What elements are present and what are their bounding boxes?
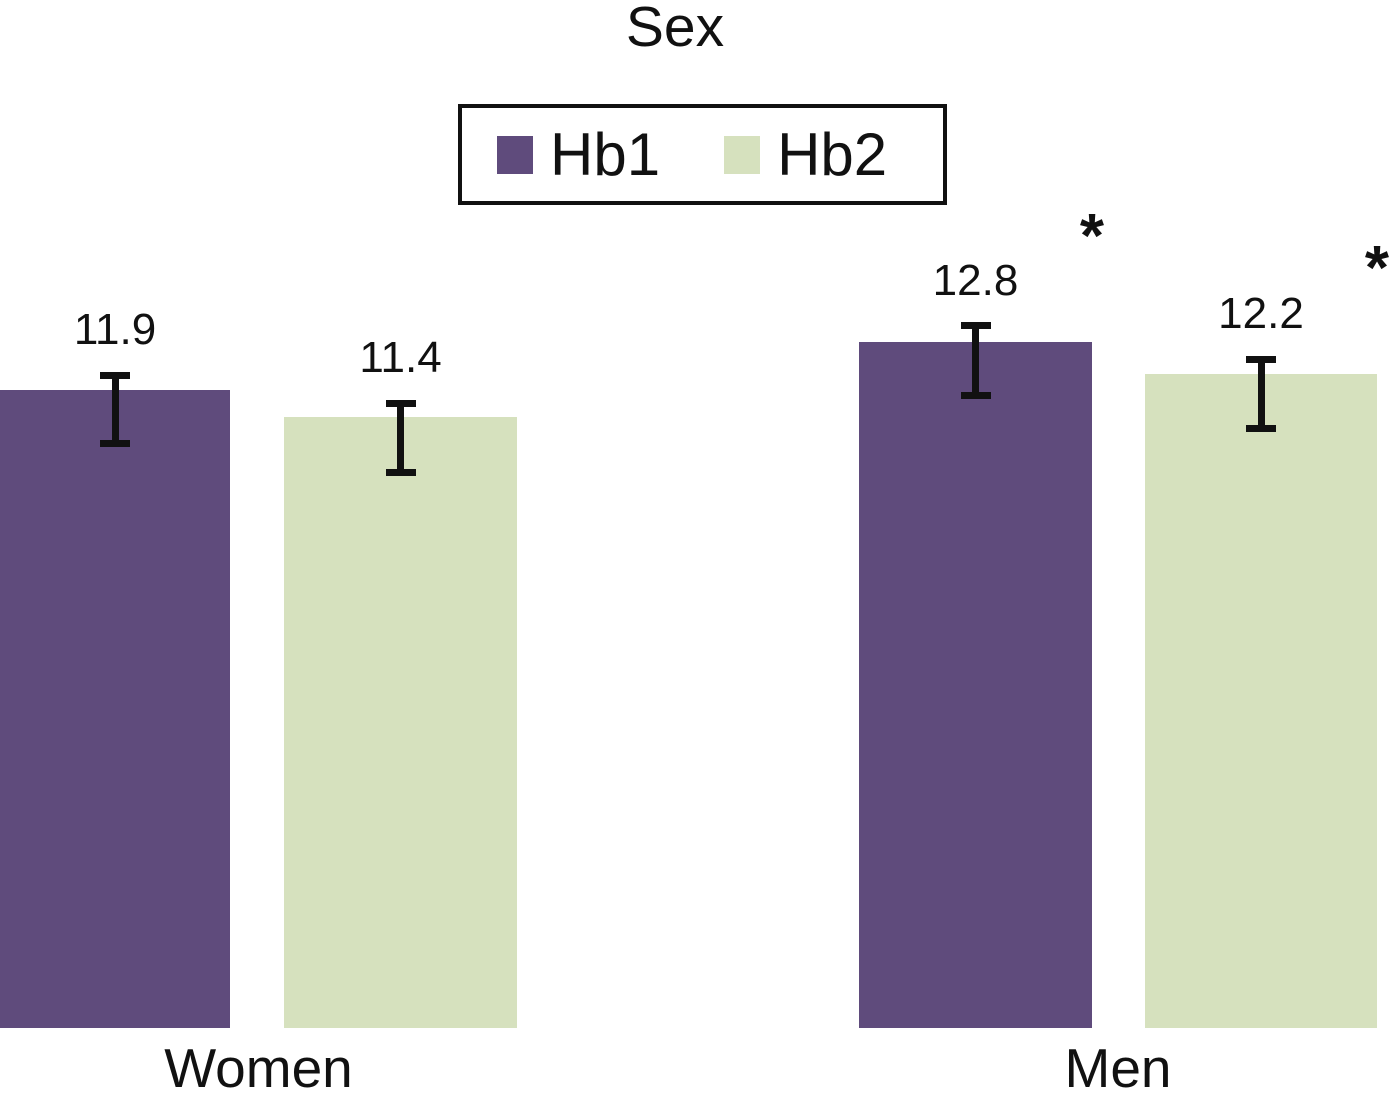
significance-asterisk-hb1-men: * — [1079, 201, 1105, 271]
error-bar-top-cap-hb1-men — [960, 322, 991, 330]
x-axis-label-men: Men — [1064, 1037, 1172, 1099]
value-label-hb1-men: 12.8 — [932, 255, 1019, 305]
chart-title: Sex — [625, 0, 725, 59]
error-bar-hb1-women — [111, 375, 119, 444]
x-axis-label-women: Women — [164, 1037, 353, 1099]
legend-swatch-hb2-icon — [724, 135, 761, 174]
error-bar-hb2-men — [1257, 359, 1265, 429]
bar-hb2-men — [1145, 374, 1377, 1028]
value-label-hb2-women: 11.4 — [359, 333, 442, 383]
legend-swatch-hb1-icon — [497, 135, 533, 174]
error-bar-top-cap-hb2-women — [385, 399, 416, 407]
value-label-hb2-men: 12.2 — [1218, 289, 1304, 339]
bar-hb1-men — [859, 341, 1092, 1028]
bar-hb2-women — [284, 416, 517, 1028]
error-bar-bottom-cap-hb1-men — [960, 392, 991, 400]
error-bar-top-cap-hb1-women — [100, 371, 130, 379]
error-bar-bottom-cap-hb1-women — [100, 440, 130, 448]
significance-asterisk-hb2-men: * — [1364, 234, 1390, 304]
error-bar-top-cap-hb2-men — [1246, 355, 1276, 363]
legend-label-hb1: Hb1 — [550, 120, 661, 188]
legend-item-hb1: Hb1 — [497, 120, 661, 188]
legend: Hb1 Hb2 — [458, 104, 947, 205]
error-bar-hb1-men — [972, 325, 979, 396]
error-bar-bottom-cap-hb2-women — [385, 468, 416, 476]
legend-item-hb2: Hb2 — [724, 120, 888, 188]
value-label-hb1-women: 11.9 — [73, 305, 157, 355]
bar-hb1-women — [0, 390, 230, 1028]
error-bar-hb2-women — [397, 403, 404, 473]
error-bar-bottom-cap-hb2-men — [1246, 424, 1276, 432]
legend-label-hb2: Hb2 — [777, 120, 888, 188]
